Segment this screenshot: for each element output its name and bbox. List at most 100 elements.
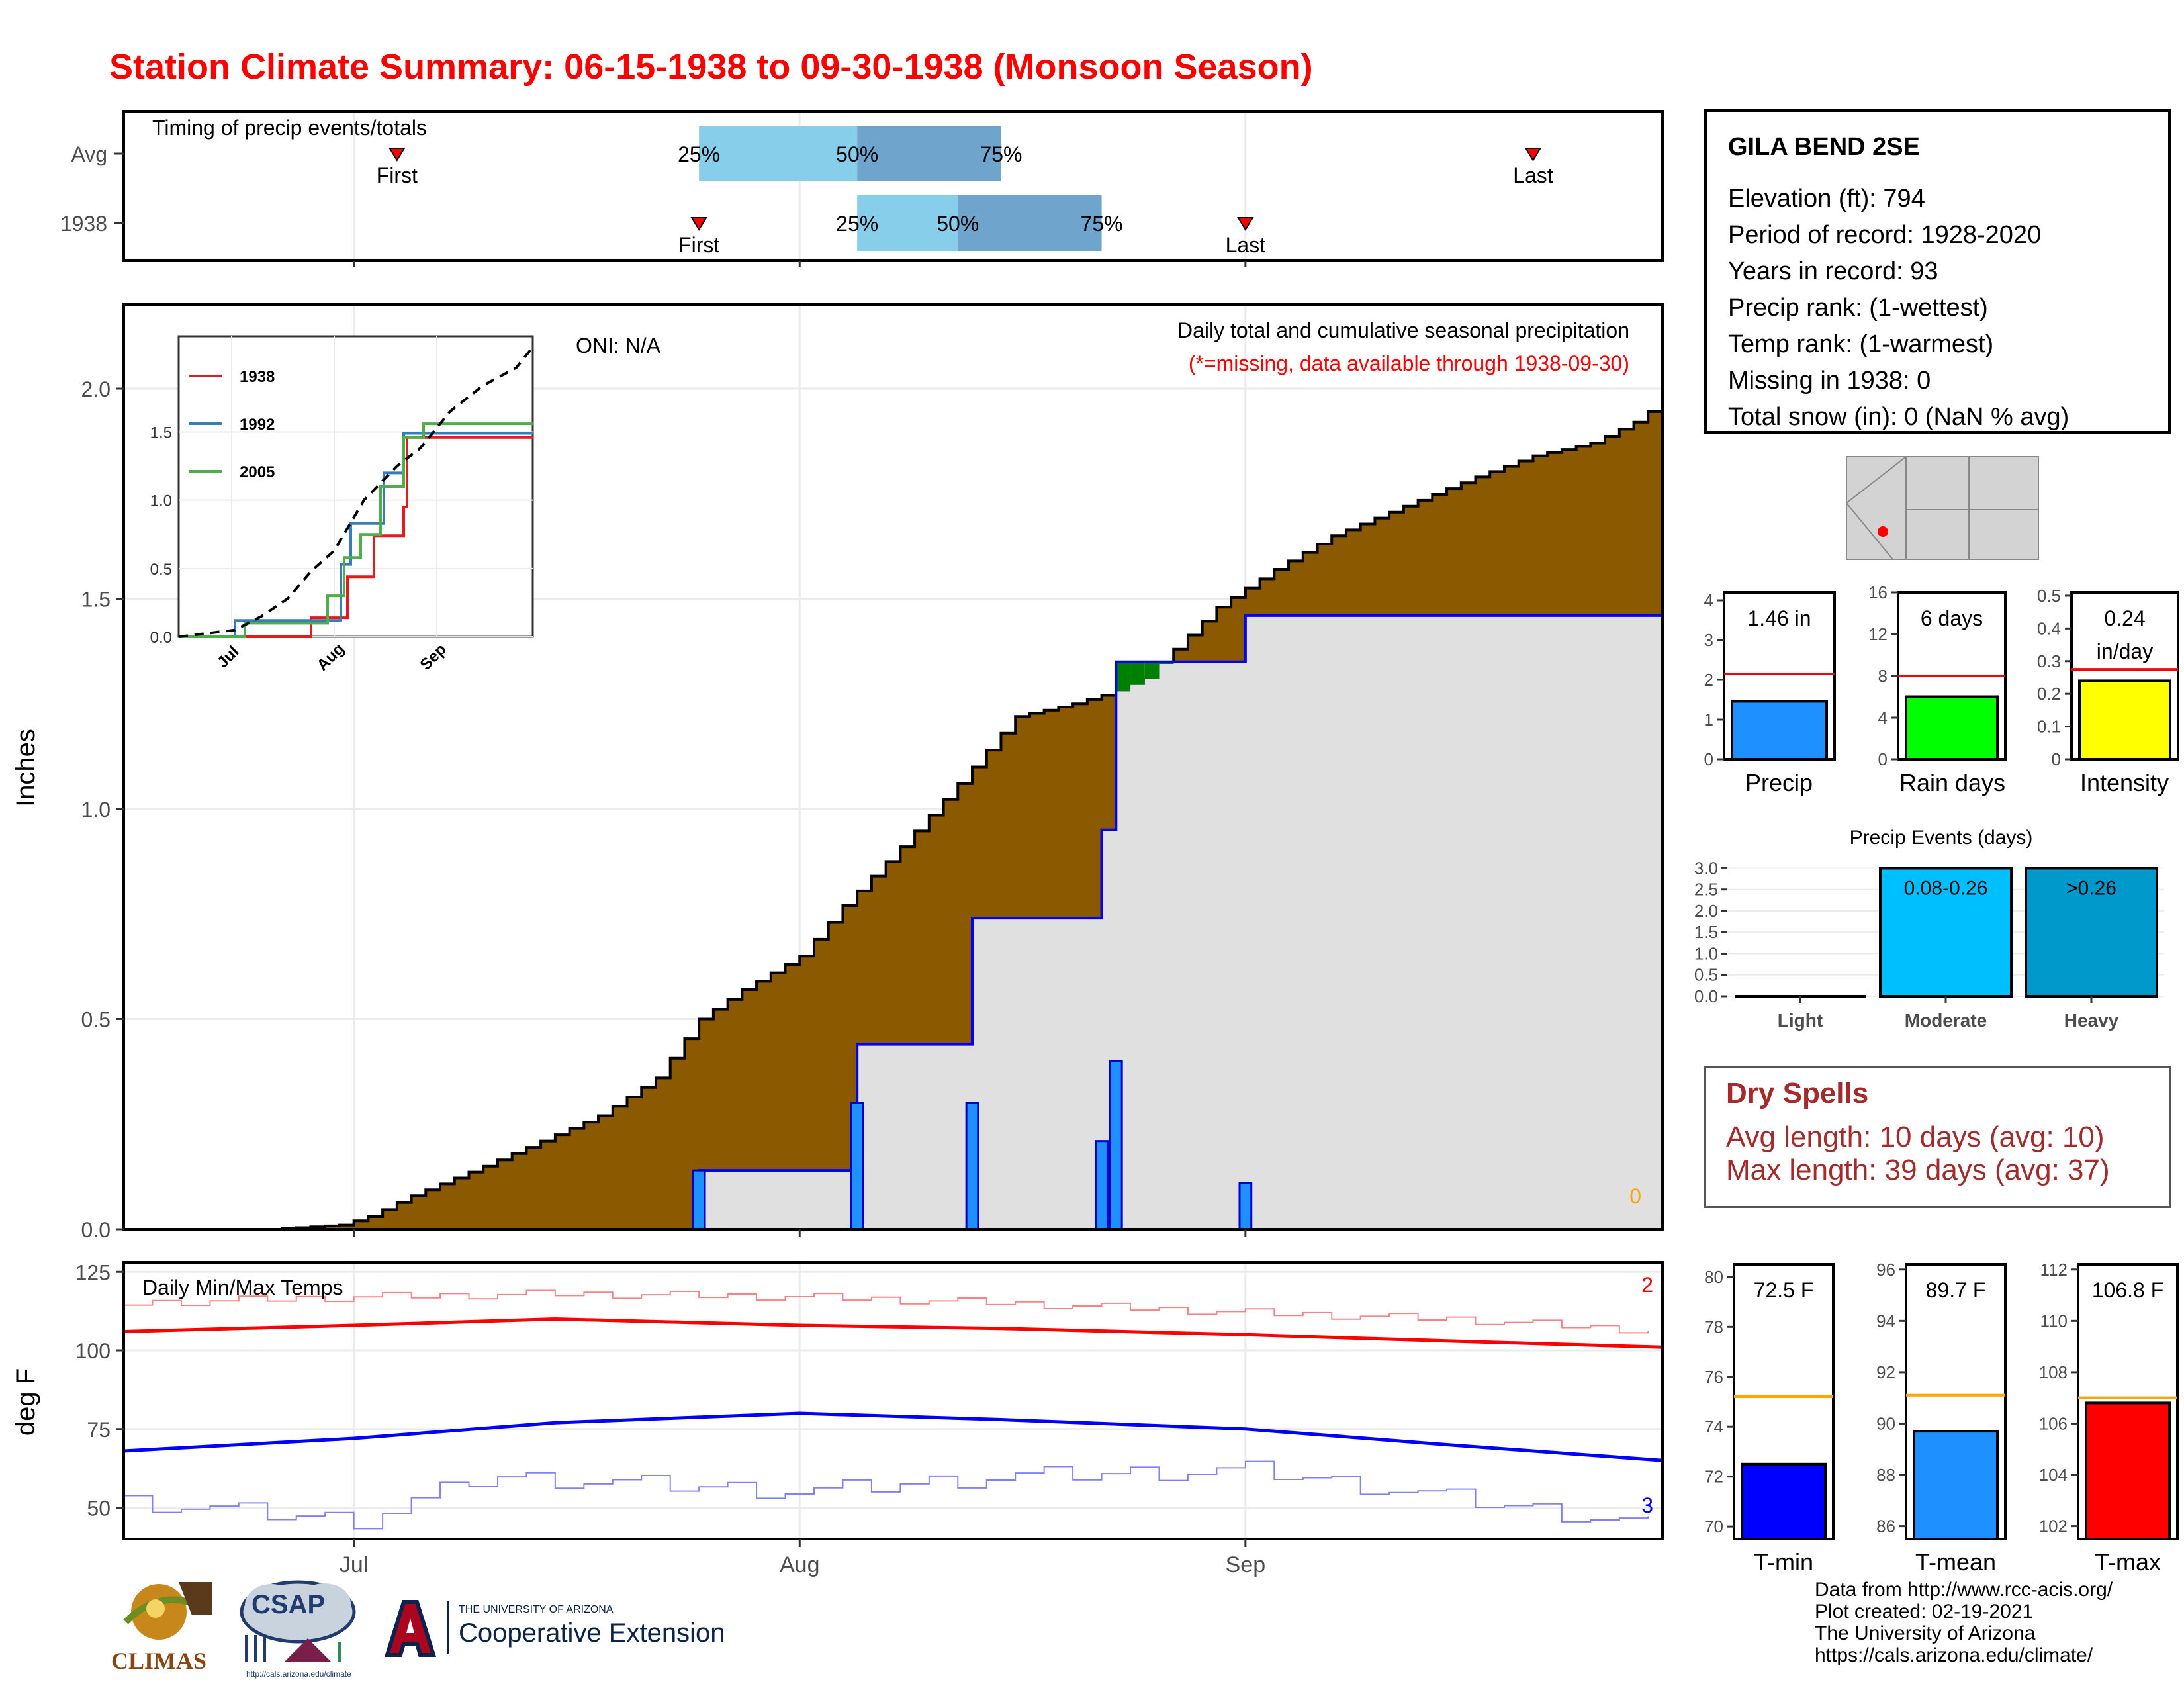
t-mean-bar [1913, 1430, 1999, 1540]
record-max-line [124, 1289, 1649, 1334]
credit-url: https://cals.arizona.edu/climate/ [1815, 1644, 2093, 1666]
obs-cumulative-area [124, 615, 1662, 1229]
inset-legend-label: 2005 [240, 463, 275, 481]
csap-cloud-icon [240, 1580, 356, 1662]
dry-spells-max: Max length: 39 days (avg: 37) [1726, 1154, 2110, 1186]
events-y-tick-label: 2.5 [1694, 880, 1718, 900]
events-value-label: 0.08-0.26 [1904, 877, 1988, 899]
temp-rank: Temp rank: (1-warmest) [1728, 330, 1994, 358]
intensity-value-label: 0.24 [2104, 606, 2145, 630]
events-value-label: >0.26 [2066, 877, 2116, 899]
precip-y-tick-label: 2.0 [81, 377, 111, 401]
events-y-tick-label: 1.0 [1694, 943, 1718, 963]
t-min-y-tick-label: 80 [1704, 1267, 1723, 1287]
t-mean-y-tick-label: 90 [1876, 1413, 1895, 1433]
t-min-title: T-min [1754, 1548, 1813, 1575]
temp-y-tick-label: 75 [87, 1418, 111, 1442]
events-y-tick-label: 0.5 [1694, 965, 1718, 985]
ua-large-text: Cooperative Extension [459, 1618, 725, 1648]
credit-university: The University of Arizona [1815, 1622, 2036, 1644]
inset-legend-label: 1938 [240, 368, 275, 386]
avg-cumulative-line [124, 401, 1664, 1231]
dry-spells-box: Dry Spells Avg length: 10 days (avg: 10)… [1704, 1066, 2171, 1208]
temp-min-count-label: 3 [1641, 1493, 1653, 1517]
t-max-y-tick-label: 112 [2040, 1260, 2068, 1280]
intensity-y-tick-label: 0.5 [2037, 586, 2061, 606]
events-x-label: Moderate [1905, 1010, 1987, 1031]
daily-precip-bar [1109, 1060, 1123, 1231]
t-mean-y-tick-label: 94 [1876, 1311, 1895, 1331]
ua-block-a-icon [384, 1600, 437, 1657]
precip-total-y-tick-label: 3 [1704, 630, 1713, 650]
temp-y-axis-label: deg F [11, 1368, 40, 1436]
precip-y-tick-label: 1.0 [81, 798, 111, 821]
station-years: Years in record: 93 [1728, 258, 1938, 285]
dry-spells-title: Dry Spells [1726, 1077, 1869, 1109]
inset-series-2005 [179, 422, 533, 638]
timeline-p25-label: 25% [678, 142, 720, 166]
timeline-p75-label: 75% [1081, 212, 1123, 236]
timeline-p50-label: 50% [936, 212, 979, 236]
rain-days-y-tick-label: 16 [1868, 583, 1888, 602]
timeline-last-marker [1237, 217, 1254, 231]
timeline-first-marker [388, 148, 406, 162]
temp-max-count-label: 2 [1641, 1273, 1653, 1297]
rain-days-y-tick-label: 0 [1878, 749, 1888, 769]
events-y-tick-label: 0.0 [1694, 986, 1718, 1006]
precip-total-y-tick-label: 4 [1704, 590, 1713, 610]
t-max-title: T-max [2095, 1548, 2161, 1575]
timeline-first-label: First [377, 164, 418, 187]
t-min-y-tick-label: 70 [1704, 1517, 1723, 1536]
t-max-y-tick-label: 104 [2039, 1465, 2068, 1485]
timeline-first-label: First [678, 233, 719, 257]
avg-min-line [123, 1411, 1663, 1462]
csap-url: http://cals.arizona.edu/climate [246, 1669, 351, 1679]
t-mean-y-tick-label: 96 [1876, 1260, 1895, 1280]
rain-days-y-tick-label: 12 [1868, 624, 1888, 644]
wet-excess-area [1130, 661, 1145, 685]
climas-emblem-icon [123, 1582, 212, 1640]
record-min-line [124, 1460, 1649, 1530]
t-max-y-tick-label: 106 [2039, 1413, 2068, 1433]
precip-panel-title: Daily total and cumulative seasonal prec… [1177, 318, 1629, 342]
daily-precip-bar [692, 1169, 706, 1231]
t-mean-y-tick-label: 88 [1876, 1465, 1895, 1485]
daily-precip-bar [1095, 1140, 1109, 1231]
temp-x-tick-label: Aug [780, 1552, 820, 1577]
intensity-y-tick-label: 0.3 [2037, 651, 2061, 671]
inset-legend-label: 1992 [240, 416, 275, 434]
ua-divider [447, 1601, 449, 1654]
missing-count: Missing in 1938: 0 [1728, 367, 1931, 395]
t-min-y-tick-label: 76 [1704, 1367, 1723, 1387]
csap-logo: CSAP http://cals.arizona.edu/climate [232, 1575, 364, 1681]
events-y-tick-label: 1.5 [1694, 922, 1718, 942]
timeline-p50-label: 50% [836, 142, 878, 166]
t-min-y-tick-label: 72 [1704, 1467, 1723, 1487]
temp-y-tick-label: 50 [87, 1497, 111, 1521]
t-max-y-tick-label: 110 [2040, 1311, 2068, 1331]
t-max-y-tick-label: 102 [2039, 1517, 2068, 1536]
precip-total-y-tick-label: 0 [1704, 749, 1713, 769]
precip-corner-label: 0 [1629, 1184, 1641, 1208]
precip-y-tick-label: 0.0 [81, 1218, 111, 1242]
page-title: Station Climate Summary: 06-15-1938 to 0… [109, 47, 1313, 87]
station-elevation: Elevation (ft): 794 [1728, 185, 1925, 212]
dry-spells-avg: Avg length: 10 days (avg: 10) [1726, 1121, 2105, 1153]
precip-rank: Precip rank: (1-wettest) [1728, 294, 1988, 322]
events-y-tick-label: 2.0 [1694, 901, 1718, 921]
inset-y-tick-label: 1.0 [150, 492, 172, 510]
intensity-y-tick-label: 0 [2052, 749, 2061, 769]
inset-average-line [178, 346, 534, 638]
intensity-y-tick-label: 0.1 [2037, 717, 2061, 737]
rain-days-bar [1905, 695, 1999, 761]
precip-total-title: Precip [1745, 769, 1813, 796]
daily-precip-bar [1238, 1182, 1253, 1231]
events-title: Precip Events (days) [1850, 827, 2033, 849]
precip-total-bar [1731, 700, 1828, 761]
temp-panel-frame [122, 1261, 1664, 1540]
timeline-p25-label: 25% [836, 212, 878, 236]
temp-panel-title: Daily Min/Max Temps [142, 1276, 343, 1299]
timeline-row-label: 1938 [60, 212, 107, 236]
t-max-bar [2085, 1401, 2171, 1540]
